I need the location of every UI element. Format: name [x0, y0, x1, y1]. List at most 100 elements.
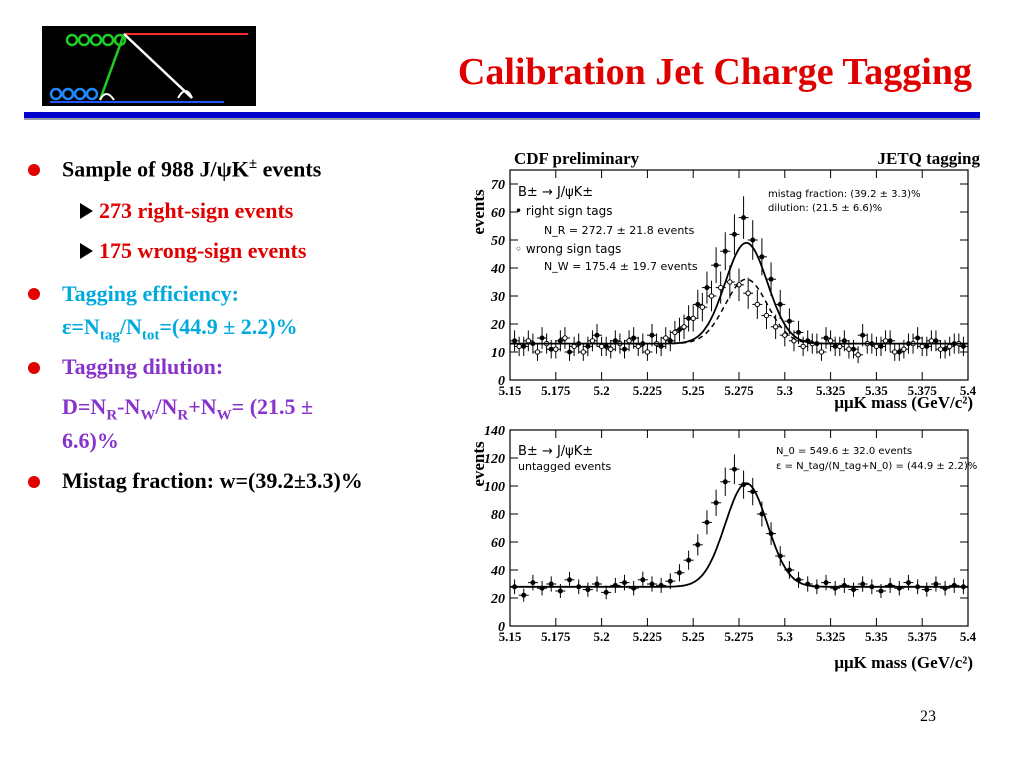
- data-point: [741, 215, 747, 221]
- data-point: [640, 577, 646, 583]
- efficiency-note: ε = N_tag/(N_tag+N_0) = (44.9 ± 2.2)%: [776, 461, 977, 472]
- bullet-dot: [28, 164, 40, 176]
- wrong-sign-point: [708, 293, 715, 299]
- y-tick-label: 40: [490, 262, 505, 277]
- data-point: [731, 466, 737, 472]
- x-tick-label: 5.375: [908, 629, 938, 644]
- x-tick-label: 5.175: [541, 629, 571, 644]
- data-point: [905, 580, 911, 586]
- data-point: [695, 301, 701, 307]
- x-tick-label: 5.2: [593, 383, 609, 398]
- wrong-sign-point: [946, 343, 953, 350]
- y-tick-label: 0: [498, 620, 505, 635]
- x-tick-label: 5.3: [777, 629, 794, 644]
- x-tick-label: 5.25: [682, 383, 705, 398]
- y-tick-label: 30: [490, 290, 505, 305]
- efficiency-formula: ε=Ntag/Ntot=(44.9 ± 2.2)%: [62, 314, 298, 344]
- data-point: [649, 332, 655, 338]
- mistag-note: mistag fraction: (39.2 ± 3.3)%: [768, 189, 920, 200]
- data-point: [823, 580, 829, 586]
- annotation: N_0 = 549.6 ± 32.0 events ε = N_tag/(N_t…: [776, 446, 977, 472]
- fit-curve: [510, 482, 968, 588]
- bullet-dot: [28, 362, 40, 374]
- wrong-sign-point: [837, 343, 843, 350]
- data-point: [704, 519, 710, 525]
- data-point: [612, 338, 618, 344]
- wrong-sign-point: [772, 324, 779, 330]
- wrong-sign-point: [608, 346, 614, 352]
- dilution-note: dilution: (21.5 ± 6.6)%: [768, 203, 882, 214]
- wrong-sign-point: [800, 343, 806, 350]
- data-point: [933, 581, 939, 587]
- x-tick-label: 5.15: [499, 629, 522, 644]
- data-point: [557, 588, 563, 594]
- data-point: [722, 248, 728, 254]
- dilution-formula-cont: 6.6)%: [62, 428, 119, 453]
- data-point: [731, 231, 737, 237]
- data-point: [695, 542, 701, 548]
- slide-title: Calibration Jet Charge Tagging: [457, 51, 972, 93]
- wrong-sign-point: [818, 349, 825, 355]
- y-axis-label: events: [469, 441, 488, 487]
- data-point: [557, 338, 563, 344]
- legend: B± → J/ψK± • right sign tags N_R = 272.7…: [515, 185, 698, 273]
- subbullet-right-sign: 273 right-sign events: [80, 198, 293, 224]
- wrong-sign-point: [782, 332, 788, 338]
- bullet-dot: [28, 476, 40, 488]
- y-tick-label: 120: [484, 452, 505, 467]
- wrong-sign-point: [745, 290, 751, 296]
- x-tick-label: 5.275: [724, 383, 754, 398]
- data-point: [667, 578, 673, 584]
- wrong-sign-point: [580, 349, 586, 355]
- data-point: [759, 254, 765, 260]
- x-tick-label: 5.25: [682, 629, 705, 644]
- fit-curve-wrong: [510, 278, 968, 345]
- annotation: mistag fraction: (39.2 ± 3.3)% dilution:…: [768, 189, 920, 214]
- title-rule-shadow: [24, 118, 980, 120]
- data-point: [713, 500, 719, 506]
- data-point: [750, 237, 756, 243]
- header-right: JETQ tagging: [878, 149, 981, 168]
- data-point: [768, 276, 774, 282]
- page-number: 23: [920, 708, 936, 725]
- y-tick-label: 100: [484, 480, 505, 495]
- data-point: [676, 327, 682, 333]
- wrong-sign-point: [846, 346, 852, 352]
- bottom-panel: 5.15 5.175 5.2 5.225 5.25 5.275 5.3 5.325 5.35 5.…: [469, 424, 977, 672]
- data-point: [860, 581, 866, 587]
- mass-plots: CDF preliminary JETQ tagging 5.15 5.175 5.…: [469, 149, 981, 672]
- legend-nw: N_W = 175.4 ± 19.7 events: [544, 260, 698, 273]
- n0-note: N_0 = 549.6 ± 32.0 events: [776, 446, 912, 457]
- y-tick-label: 140: [484, 424, 505, 439]
- data-point: [960, 343, 966, 349]
- data-point: [585, 587, 591, 593]
- wrong-sign-point: [589, 338, 596, 344]
- y-tick-label: 10: [491, 346, 505, 361]
- y-tick-label: 0: [498, 374, 505, 389]
- wrong-sign-point: [663, 335, 669, 341]
- x-tick-label: 5.225: [633, 629, 663, 644]
- x-tick-label: 5.3: [777, 383, 794, 398]
- x-tick-label: 5.4: [960, 383, 977, 398]
- x-tick-label: 5.4: [960, 629, 977, 644]
- wrong-sign-point: [644, 349, 651, 355]
- data-point: [915, 335, 921, 341]
- wrong-sign-point: [892, 349, 898, 355]
- wrong-sign-point: [598, 343, 605, 350]
- data-point: [796, 329, 802, 335]
- title-rule: [24, 112, 980, 118]
- data-point: [777, 301, 783, 307]
- wrong-sign-point: [553, 346, 559, 352]
- x-tick-label: 5.2: [593, 629, 609, 644]
- wrong-sign-point: [855, 352, 861, 358]
- data-point: [686, 557, 692, 563]
- dilution-formula: D=NR-NW/NR+NW= (21.5 ±: [62, 394, 314, 424]
- x-tick-label: 5.375: [908, 383, 938, 398]
- data-point: [539, 335, 545, 341]
- bullet-efficiency: Tagging efficiency:: [62, 281, 239, 306]
- data-point: [594, 581, 600, 587]
- wrong-sign-point: [681, 324, 687, 330]
- x-axis-label: μμK mass (GeV/c²): [834, 393, 973, 412]
- data-point: [878, 588, 884, 594]
- wrong-sign-point: [937, 346, 944, 352]
